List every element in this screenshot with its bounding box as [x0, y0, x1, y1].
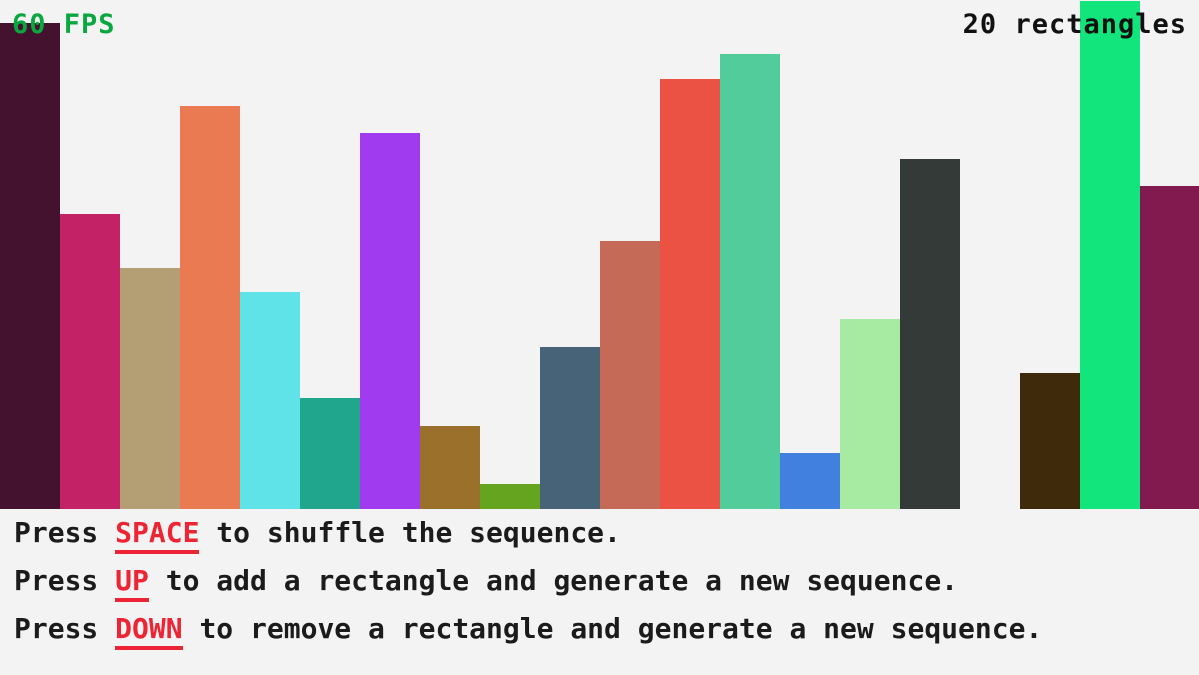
- fps-counter: 60 FPS: [12, 9, 116, 40]
- bar-12: [660, 79, 720, 509]
- bar-3: [120, 268, 180, 509]
- bar-6: [300, 398, 360, 509]
- key-down[interactable]: DOWN: [115, 612, 183, 650]
- bar-13: [720, 54, 780, 509]
- key-space[interactable]: SPACE: [115, 516, 200, 554]
- instruction-line-3: Press DOWN to remove a rectangle and gen…: [14, 605, 1199, 653]
- instruction-line-2: Press UP to add a rectangle and generate…: [14, 557, 1199, 605]
- bar-7: [360, 133, 420, 509]
- bar-2: [60, 214, 120, 509]
- bar-20: [1140, 186, 1199, 509]
- instruction-line-1: Press SPACE to shuffle the sequence.: [14, 509, 1199, 557]
- instruction-suffix: to shuffle the sequence.: [199, 516, 621, 549]
- bar-4: [180, 106, 240, 509]
- bar-16: [900, 159, 960, 509]
- bar-9: [480, 484, 540, 509]
- instruction-prefix: Press: [14, 564, 116, 597]
- rectangle-count-label: 20 rectangles: [962, 9, 1187, 40]
- bar-19: [1080, 1, 1140, 509]
- key-up[interactable]: UP: [115, 564, 149, 602]
- instruction-suffix: to add a rectangle and generate a new se…: [148, 564, 959, 597]
- bar-11: [600, 241, 660, 509]
- bar-1: [0, 23, 60, 509]
- bar-15: [840, 319, 900, 509]
- instruction-prefix: Press: [14, 516, 116, 549]
- bar-18: [1020, 373, 1080, 509]
- instruction-suffix: to remove a rectangle and generate a new…: [182, 612, 1043, 645]
- bar-8: [420, 426, 480, 509]
- instructions-panel: Press SPACE to shuffle the sequence. Pres…: [0, 509, 1199, 675]
- bar-5: [240, 292, 300, 509]
- instruction-prefix: Press: [14, 612, 116, 645]
- bar-chart: [0, 1, 1199, 509]
- bar-14: [780, 453, 840, 509]
- bar-10: [540, 347, 600, 509]
